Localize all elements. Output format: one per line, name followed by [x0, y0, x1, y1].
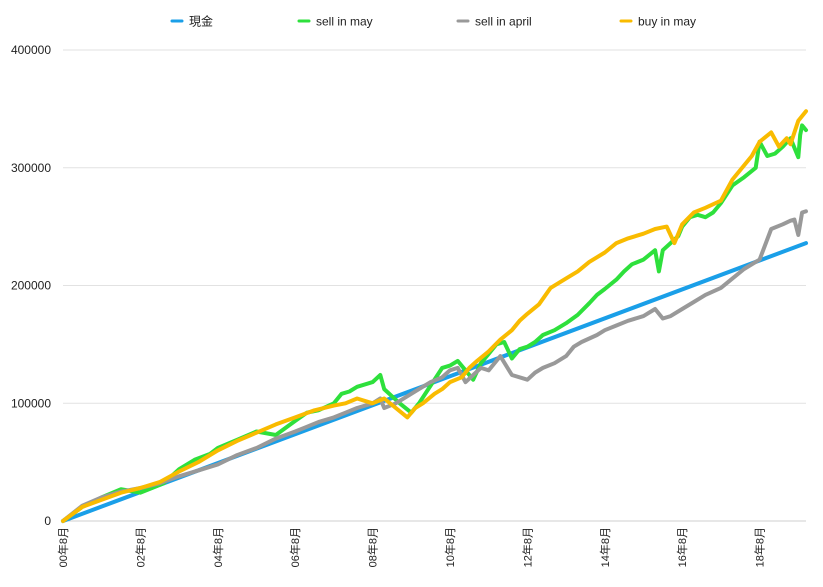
legend-label: sell in may [316, 15, 373, 29]
y-axis: 0 100000 200000 300000 400000 [11, 43, 51, 528]
x-axis: 00年8月 02年8月 04年8月 06年8月 08年8月 10年8月 12年8月 14年8月… [56, 527, 767, 567]
x-tick-label: 06年8月 [288, 527, 302, 567]
x-tick-label: 10年8月 [443, 527, 457, 567]
x-tick-label: 14年8月 [598, 527, 612, 567]
x-tick-label: 00年8月 [56, 527, 70, 567]
series-line-2 [61, 209, 808, 523]
series-lines [61, 109, 808, 523]
legend: 現金 sell in may sell in april buy in may [170, 14, 696, 29]
y-tick-label: 100000 [11, 396, 51, 410]
series-line-3 [61, 109, 808, 523]
y-tick-label: 400000 [11, 43, 51, 57]
gridlines [63, 49, 806, 522]
legend-label: 現金 [189, 14, 213, 29]
y-tick-label: 0 [44, 514, 51, 528]
x-tick-label: 16年8月 [675, 527, 689, 567]
y-tick-label: 200000 [11, 279, 51, 293]
x-tick-label: 12年8月 [520, 527, 534, 567]
x-tick-label: 04年8月 [211, 527, 225, 567]
series-line-1 [61, 123, 808, 523]
x-tick-label: 02年8月 [133, 527, 147, 567]
legend-label: buy in may [638, 15, 696, 29]
x-tick-label: 18年8月 [753, 527, 767, 567]
legend-label: sell in april [475, 15, 532, 29]
y-tick-label: 300000 [11, 161, 51, 175]
x-tick-label: 08年8月 [366, 527, 380, 567]
